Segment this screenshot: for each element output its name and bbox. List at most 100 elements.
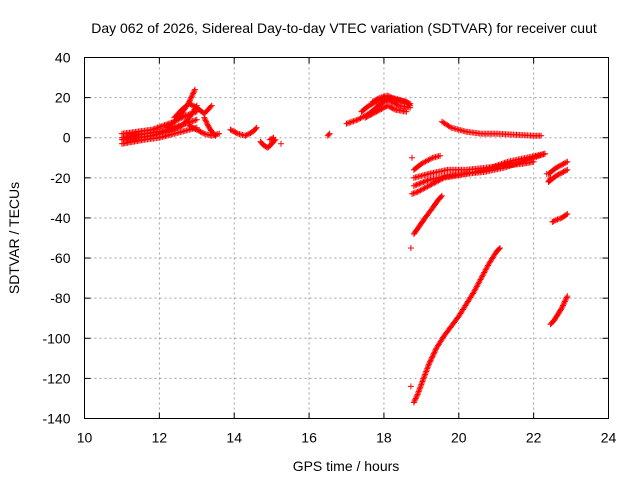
data-point	[424, 177, 431, 184]
data-point	[211, 131, 218, 138]
data-point	[424, 365, 431, 372]
data-point	[190, 117, 197, 124]
x-tick-label: 12	[152, 430, 168, 446]
data-point	[471, 287, 478, 294]
data-point	[561, 299, 568, 306]
data-point	[541, 150, 548, 157]
data-point	[496, 161, 503, 168]
data-point	[478, 275, 485, 282]
data-point	[437, 152, 444, 159]
data-point	[432, 179, 439, 186]
data-point	[446, 123, 453, 130]
data-point	[153, 125, 160, 132]
data-point	[176, 123, 183, 130]
data-point	[407, 102, 414, 109]
point-track	[171, 100, 215, 121]
data-point	[413, 394, 420, 401]
data-point	[481, 166, 488, 173]
data-point	[190, 89, 197, 96]
data-point	[166, 127, 173, 134]
data-point	[480, 270, 487, 277]
data-point	[555, 215, 562, 222]
data-point	[425, 362, 432, 369]
data-point	[562, 297, 569, 304]
data-point	[484, 263, 491, 270]
data-point	[325, 131, 332, 138]
data-point	[151, 125, 158, 132]
plot-frame	[84, 57, 609, 419]
x-tick-label: 10	[77, 430, 93, 446]
data-point	[172, 125, 179, 132]
data-point	[483, 166, 490, 173]
data-point	[413, 392, 420, 399]
data-point	[167, 127, 174, 134]
data-point	[538, 132, 545, 139]
data-point	[409, 154, 415, 161]
data-point	[420, 375, 427, 382]
data-point	[424, 183, 431, 190]
data-point	[204, 121, 211, 128]
data-point	[421, 178, 428, 185]
data-point	[473, 284, 480, 291]
data-point	[432, 347, 439, 354]
data-point	[421, 374, 428, 381]
data-point	[424, 364, 431, 371]
y-tick-label: 40	[55, 50, 71, 66]
data-point	[416, 180, 423, 187]
data-point	[559, 302, 566, 309]
data-point	[233, 130, 240, 137]
data-points	[118, 86, 571, 406]
data-point	[417, 384, 424, 391]
data-point	[411, 189, 418, 196]
data-point	[483, 265, 490, 272]
data-point	[344, 120, 351, 127]
data-point	[502, 159, 509, 166]
data-point	[551, 217, 558, 224]
data-point	[191, 86, 198, 93]
data-point	[563, 159, 570, 166]
data-point	[423, 177, 430, 184]
data-point	[270, 134, 277, 141]
data-point	[416, 387, 423, 394]
data-point	[413, 181, 420, 188]
data-point	[422, 371, 429, 378]
y-tick-label: -80	[50, 290, 70, 306]
data-point	[553, 216, 560, 223]
data-point	[189, 91, 196, 98]
y-tick-label: -40	[50, 210, 70, 226]
data-point	[188, 118, 195, 125]
data-point	[414, 391, 421, 398]
data-point	[170, 125, 177, 132]
data-point	[558, 305, 565, 312]
data-point	[496, 245, 503, 252]
data-point	[169, 126, 176, 133]
data-point	[187, 95, 194, 102]
data-point	[428, 354, 435, 361]
data-point	[208, 102, 215, 109]
y-axis-title: SDTVAR / TECUs	[6, 182, 22, 294]
data-point	[423, 368, 430, 375]
data-point	[501, 159, 508, 166]
data-point	[203, 120, 210, 127]
data-point	[186, 97, 193, 104]
x-tick-label: 20	[451, 430, 467, 446]
x-axis-title: GPS time / hours	[293, 458, 400, 474]
data-point	[477, 276, 484, 283]
data-point	[481, 269, 488, 276]
data-point	[476, 277, 483, 284]
axis-ticks	[84, 57, 609, 419]
data-point	[429, 353, 436, 360]
data-point	[188, 93, 195, 100]
data-point	[496, 246, 503, 253]
data-point	[438, 176, 445, 183]
data-point	[191, 87, 198, 94]
data-point	[563, 295, 570, 302]
data-point	[564, 210, 571, 217]
data-point	[417, 180, 424, 187]
data-point	[426, 360, 433, 367]
y-tick-label: -20	[50, 170, 70, 186]
data-point	[407, 383, 414, 390]
point-track	[118, 108, 200, 137]
data-point	[479, 272, 486, 279]
series	[118, 86, 279, 151]
